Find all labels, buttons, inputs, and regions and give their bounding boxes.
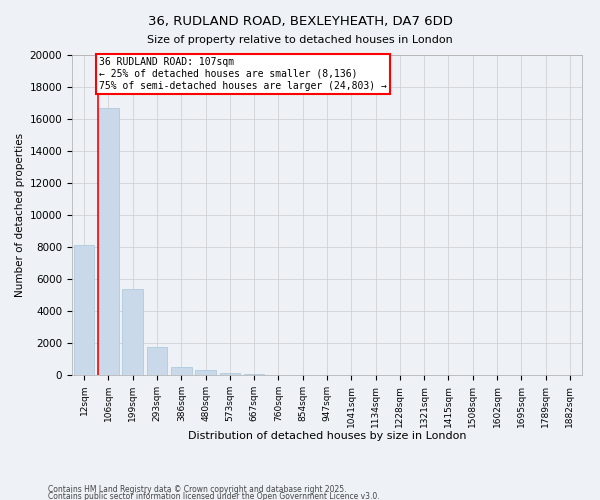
Bar (74, 246, 94, 375)
Bar (195, 370, 216, 375)
Bar (98, 108, 119, 375)
Bar (146, 347, 167, 375)
X-axis label: Distribution of detached houses by size in London: Distribution of detached houses by size … (188, 431, 466, 441)
Text: Size of property relative to detached houses in London: Size of property relative to detached ho… (147, 35, 453, 45)
Bar (122, 288, 143, 375)
Text: Contains public sector information licensed under the Open Government Licence v3: Contains public sector information licen… (48, 492, 380, 500)
Bar (220, 372, 240, 375)
Bar (244, 374, 265, 375)
Text: Contains HM Land Registry data © Crown copyright and database right 2025.: Contains HM Land Registry data © Crown c… (48, 486, 347, 494)
Y-axis label: Number of detached properties: Number of detached properties (16, 133, 25, 297)
Text: 36 RUDLAND ROAD: 107sqm
← 25% of detached houses are smaller (8,136)
75% of semi: 36 RUDLAND ROAD: 107sqm ← 25% of detache… (99, 58, 387, 90)
Bar (171, 367, 191, 375)
Text: 36, RUDLAND ROAD, BEXLEYHEATH, DA7 6DD: 36, RUDLAND ROAD, BEXLEYHEATH, DA7 6DD (148, 15, 452, 28)
